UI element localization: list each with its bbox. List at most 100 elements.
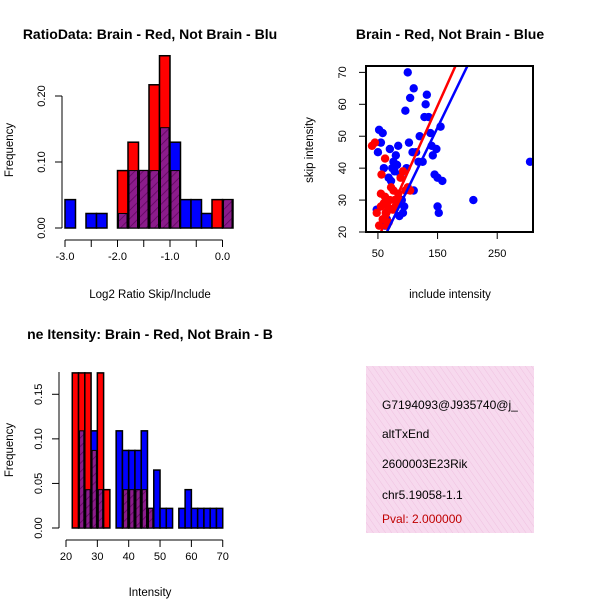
- brain-fit-line: [379, 66, 457, 232]
- y-tick-label: 0.05: [33, 473, 45, 494]
- y-tick-label: 0.10: [36, 151, 48, 172]
- intensity-histogram-axes: 20 30 40 50 60 70 0.00 0.05 0.10 0.15: [33, 372, 229, 563]
- histogram-bar: [215, 507, 224, 529]
- histogram-bar: [85, 212, 98, 229]
- not-brain-point: [386, 176, 396, 186]
- y-tick-label: 0.00: [33, 517, 45, 538]
- x-tick-label: 20: [60, 551, 72, 563]
- histogram-bar: [71, 372, 80, 529]
- x-tick-label: 50: [372, 248, 384, 260]
- histogram-overlap-bar: [122, 489, 129, 529]
- histogram-bar: [184, 488, 193, 529]
- histogram-overlap-bar: [91, 449, 97, 529]
- info-line-event-type: altTxEnd: [382, 427, 429, 441]
- x-tick-label: -2.0: [108, 251, 127, 263]
- histogram-bar: [190, 198, 203, 229]
- histogram-bar: [209, 507, 218, 529]
- x-tick-label: -1.0: [161, 251, 180, 263]
- scatter-xlabel: include intensity: [409, 289, 491, 301]
- scatter-ylabel: skip intensity: [304, 117, 316, 183]
- x-tick-label: 70: [217, 551, 229, 563]
- info-box: G7194093@J935740@j_ altTxEnd 2600003E23R…: [366, 366, 534, 533]
- histogram-bar: [95, 212, 108, 229]
- x-tick-label: 250: [488, 248, 506, 260]
- brain-point: [377, 170, 386, 179]
- histogram-bar: [190, 507, 199, 529]
- ratio-histogram-bars: [64, 54, 234, 229]
- x-tick-label: 0.0: [215, 251, 230, 263]
- histogram-bar: [165, 507, 174, 529]
- not-brain-point: [428, 151, 437, 160]
- ratio-histogram-xlabel: Log2 Ratio Skip/Include: [89, 289, 210, 301]
- not-brain-point: [373, 147, 383, 157]
- y-tick-label: 20: [337, 226, 349, 238]
- not-brain-point: [376, 138, 386, 147]
- histogram-overlap-bar: [160, 127, 170, 229]
- scatter-panel: Brain - Red, Not Brain - Blue 50 150 250 20…: [304, 26, 544, 301]
- info-pval: Pval: 2.000000: [382, 512, 462, 526]
- ratio-histogram-ylabel: Frequency: [4, 123, 16, 178]
- histogram-bar: [200, 212, 213, 229]
- histogram-bar: [102, 488, 111, 529]
- x-tick-label: 50: [154, 551, 166, 563]
- histogram-bar: [153, 469, 161, 529]
- not-brain-point: [385, 144, 395, 154]
- not-brain-point: [379, 163, 389, 173]
- histogram-overlap-bar: [149, 170, 159, 229]
- info-box-background: [366, 366, 534, 533]
- brain-point: [372, 208, 381, 218]
- intensity-histogram-xlabel: Intensity: [129, 587, 172, 599]
- histogram-overlap-bar: [139, 170, 149, 229]
- histogram-overlap-bar: [170, 170, 180, 229]
- y-tick-label: 40: [337, 162, 349, 174]
- not-brain-point: [525, 157, 533, 166]
- not-brain-point: [399, 202, 409, 211]
- brain-point: [370, 138, 380, 147]
- intensity-histogram-title: ne Itensity: Brain - Red, Not Brain - B: [27, 326, 273, 342]
- y-tick-label: 0.00: [36, 217, 48, 238]
- y-tick-label: 60: [337, 98, 349, 110]
- not-brain-point: [422, 90, 432, 99]
- histogram-overlap-bar: [85, 489, 91, 529]
- scatter-frame: [365, 65, 534, 233]
- histogram-overlap-bar: [79, 430, 85, 529]
- intensity-histogram-ylabel: Frequency: [4, 423, 16, 478]
- brain-point: [396, 173, 405, 182]
- not-brain-point: [405, 93, 415, 103]
- info-line-id: G7194093@J935740@j_: [382, 398, 518, 412]
- not-brain-point: [433, 202, 442, 211]
- y-tick-label: 0.10: [33, 428, 45, 449]
- histogram-bar: [196, 507, 205, 529]
- scatter-plot: 50 150 250 20 30 40 50 60 70: [337, 65, 534, 260]
- x-tick-label: 150: [428, 248, 446, 260]
- histogram-overlap-bar: [135, 489, 141, 529]
- y-tick-label: 50: [337, 130, 349, 142]
- histogram-bar: [203, 507, 211, 529]
- histogram-overlap-bar: [97, 489, 104, 529]
- histogram-bar: [115, 430, 124, 529]
- y-tick-label: 0.15: [33, 384, 45, 405]
- ratio-histogram-axes: -3.0 -2.0 -1.0 0.0 0.00 0.10 0.20: [36, 85, 230, 263]
- info-line-gene: 2600003E23Rik: [382, 457, 468, 471]
- not-brain-point: [438, 176, 447, 186]
- scatter-title: Brain - Red, Not Brain - Blue: [356, 26, 544, 42]
- not-brain-point: [392, 160, 402, 170]
- not-brain-point: [434, 208, 443, 218]
- brain-point: [380, 154, 390, 163]
- histogram-bar: [159, 507, 168, 529]
- y-tick-label: 30: [337, 194, 349, 206]
- histogram-overlap-bar: [148, 507, 154, 529]
- not-brain-point: [398, 208, 408, 218]
- histogram-bar: [179, 198, 192, 229]
- info-line-location: chr5.19058-1.1: [382, 488, 463, 502]
- not-brain-point: [432, 144, 441, 154]
- ratio-histogram-panel: RatioData: Brain - Red, Not Brain - Blu …: [4, 26, 277, 301]
- histogram-overlap-bar: [141, 489, 148, 529]
- not-brain-point: [404, 138, 414, 147]
- brain-point: [374, 221, 384, 230]
- brain-point: [398, 167, 408, 176]
- not-brain-point: [409, 84, 418, 93]
- not-brain-point: [394, 141, 403, 151]
- intensity-histogram-bars: [71, 372, 224, 529]
